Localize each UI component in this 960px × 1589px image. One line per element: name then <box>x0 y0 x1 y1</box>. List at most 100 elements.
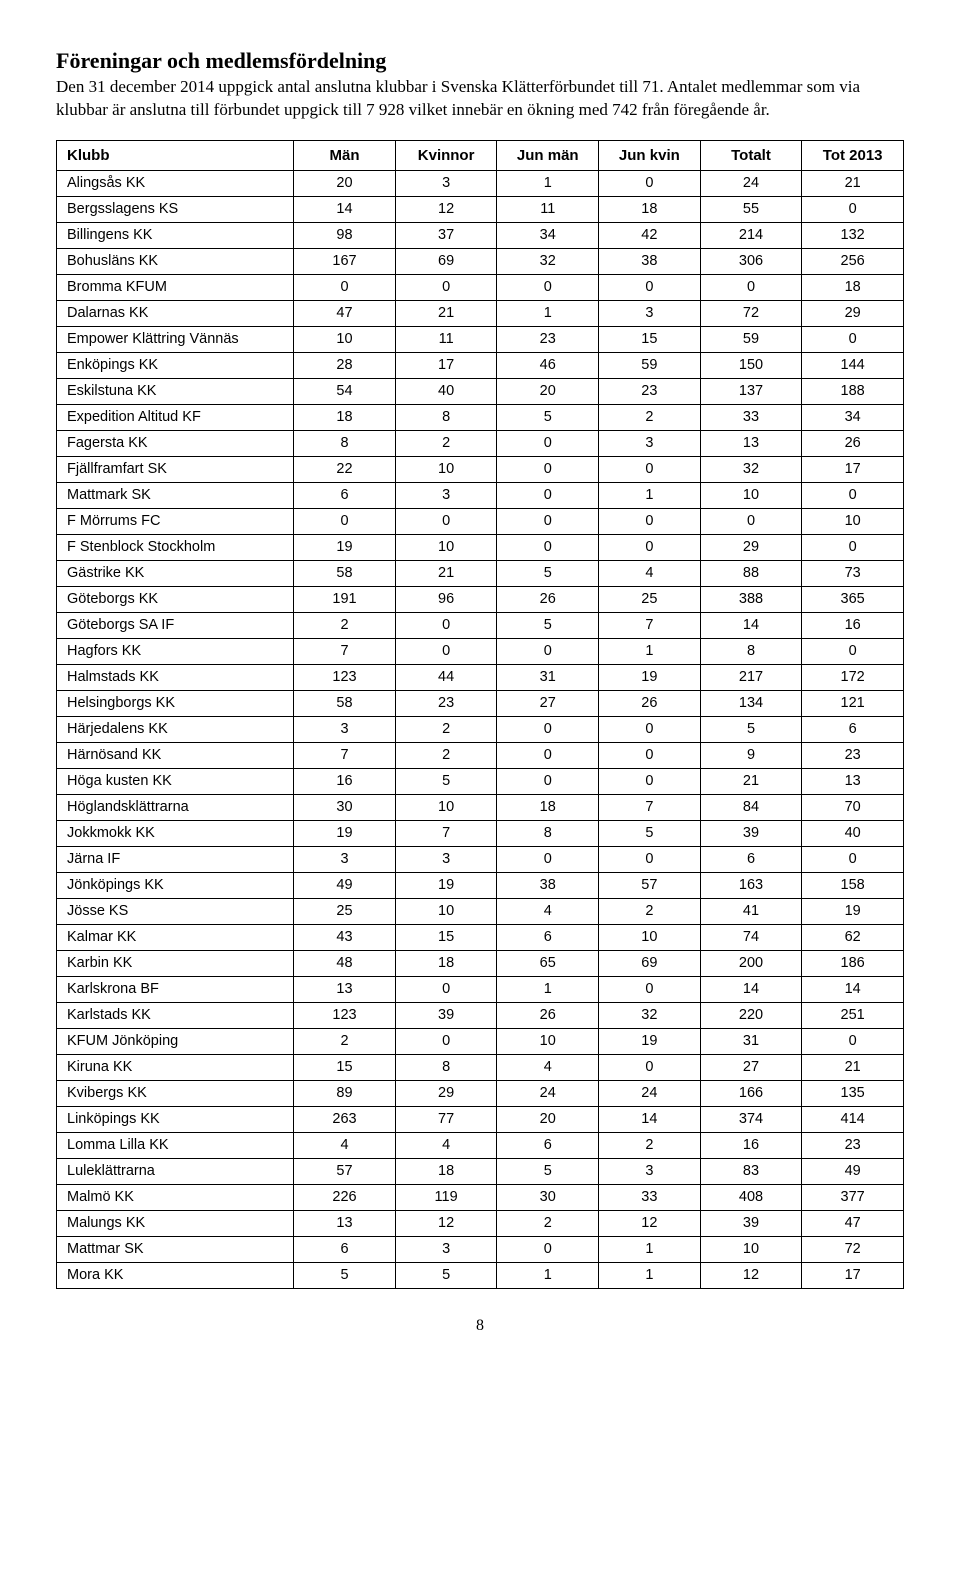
cell-value: 23 <box>802 742 904 768</box>
table-row: Eskilstuna KK54402023137188 <box>57 378 904 404</box>
table-row: Karlskrona BF130101414 <box>57 976 904 1002</box>
cell-value: 0 <box>497 274 599 300</box>
cell-value: 59 <box>599 352 701 378</box>
cell-value: 123 <box>294 1002 396 1028</box>
cell-klubb: KFUM Jönköping <box>57 1028 294 1054</box>
cell-value: 2 <box>599 404 701 430</box>
cell-value: 15 <box>599 326 701 352</box>
cell-value: 57 <box>294 1158 396 1184</box>
table-header-row: Klubb Män Kvinnor Jun män Jun kvin Total… <box>57 140 904 170</box>
cell-value: 29 <box>700 534 802 560</box>
cell-value: 6 <box>294 1236 396 1262</box>
cell-value: 0 <box>497 456 599 482</box>
cell-klubb: Linköpings KK <box>57 1106 294 1132</box>
cell-value: 62 <box>802 924 904 950</box>
cell-value: 0 <box>802 482 904 508</box>
cell-value: 16 <box>294 768 396 794</box>
cell-klubb: Alingsås KK <box>57 170 294 196</box>
table-row: Mora KK55111217 <box>57 1262 904 1288</box>
cell-value: 256 <box>802 248 904 274</box>
cell-value: 88 <box>700 560 802 586</box>
cell-klubb: Fjällframfart SK <box>57 456 294 482</box>
cell-klubb: Mattmark SK <box>57 482 294 508</box>
cell-value: 55 <box>700 196 802 222</box>
cell-klubb: Lomma Lilla KK <box>57 1132 294 1158</box>
cell-value: 11 <box>395 326 497 352</box>
cell-value: 21 <box>802 1054 904 1080</box>
cell-value: 0 <box>802 196 904 222</box>
cell-value: 220 <box>700 1002 802 1028</box>
cell-value: 377 <box>802 1184 904 1210</box>
cell-value: 3 <box>599 300 701 326</box>
cell-value: 24 <box>700 170 802 196</box>
cell-value: 21 <box>395 300 497 326</box>
cell-value: 38 <box>497 872 599 898</box>
cell-value: 9 <box>700 742 802 768</box>
cell-value: 0 <box>599 456 701 482</box>
cell-value: 0 <box>294 274 396 300</box>
cell-value: 3 <box>294 846 396 872</box>
cell-value: 2 <box>395 742 497 768</box>
cell-value: 22 <box>294 456 396 482</box>
table-row: Billingens KK98373442214132 <box>57 222 904 248</box>
cell-value: 33 <box>599 1184 701 1210</box>
cell-klubb: Karbin KK <box>57 950 294 976</box>
cell-klubb: Eskilstuna KK <box>57 378 294 404</box>
cell-value: 1 <box>497 170 599 196</box>
cell-klubb: Höglandsklättrarna <box>57 794 294 820</box>
table-row: Bromma KFUM0000018 <box>57 274 904 300</box>
cell-value: 0 <box>497 742 599 768</box>
table-row: Enköpings KK28174659150144 <box>57 352 904 378</box>
cell-value: 39 <box>700 820 802 846</box>
cell-value: 11 <box>497 196 599 222</box>
cell-value: 59 <box>700 326 802 352</box>
cell-value: 10 <box>497 1028 599 1054</box>
cell-value: 83 <box>700 1158 802 1184</box>
cell-klubb: Halmstads KK <box>57 664 294 690</box>
cell-value: 32 <box>700 456 802 482</box>
cell-klubb: Luleklättrarna <box>57 1158 294 1184</box>
table-row: Luleklättrarna5718538349 <box>57 1158 904 1184</box>
cell-value: 15 <box>294 1054 396 1080</box>
cell-klubb: Mora KK <box>57 1262 294 1288</box>
cell-value: 158 <box>802 872 904 898</box>
col-kvinnor: Kvinnor <box>395 140 497 170</box>
cell-value: 28 <box>294 352 396 378</box>
cell-value: 5 <box>497 404 599 430</box>
cell-value: 24 <box>497 1080 599 1106</box>
cell-value: 5 <box>599 820 701 846</box>
cell-value: 137 <box>700 378 802 404</box>
cell-value: 0 <box>599 846 701 872</box>
cell-klubb: Härnösand KK <box>57 742 294 768</box>
cell-value: 54 <box>294 378 396 404</box>
cell-value: 306 <box>700 248 802 274</box>
table-row: F Mörrums FC0000010 <box>57 508 904 534</box>
page-number: 8 <box>56 1317 904 1335</box>
cell-value: 167 <box>294 248 396 274</box>
cell-value: 135 <box>802 1080 904 1106</box>
cell-value: 19 <box>294 820 396 846</box>
membership-table: Klubb Män Kvinnor Jun män Jun kvin Total… <box>56 140 904 1289</box>
cell-value: 0 <box>497 430 599 456</box>
cell-value: 58 <box>294 560 396 586</box>
cell-value: 6 <box>497 1132 599 1158</box>
cell-value: 2 <box>497 1210 599 1236</box>
cell-value: 1 <box>497 1262 599 1288</box>
col-junman: Jun män <box>497 140 599 170</box>
cell-value: 33 <box>700 404 802 430</box>
cell-klubb: Härjedalens KK <box>57 716 294 742</box>
cell-value: 0 <box>497 768 599 794</box>
cell-value: 25 <box>599 586 701 612</box>
cell-klubb: F Stenblock Stockholm <box>57 534 294 560</box>
cell-value: 166 <box>700 1080 802 1106</box>
cell-value: 47 <box>802 1210 904 1236</box>
cell-value: 4 <box>294 1132 396 1158</box>
cell-value: 84 <box>700 794 802 820</box>
cell-value: 3 <box>395 482 497 508</box>
cell-value: 0 <box>802 638 904 664</box>
cell-value: 18 <box>497 794 599 820</box>
cell-klubb: Malungs KK <box>57 1210 294 1236</box>
cell-value: 19 <box>599 664 701 690</box>
cell-value: 0 <box>395 638 497 664</box>
table-row: Mattmark SK6301100 <box>57 482 904 508</box>
